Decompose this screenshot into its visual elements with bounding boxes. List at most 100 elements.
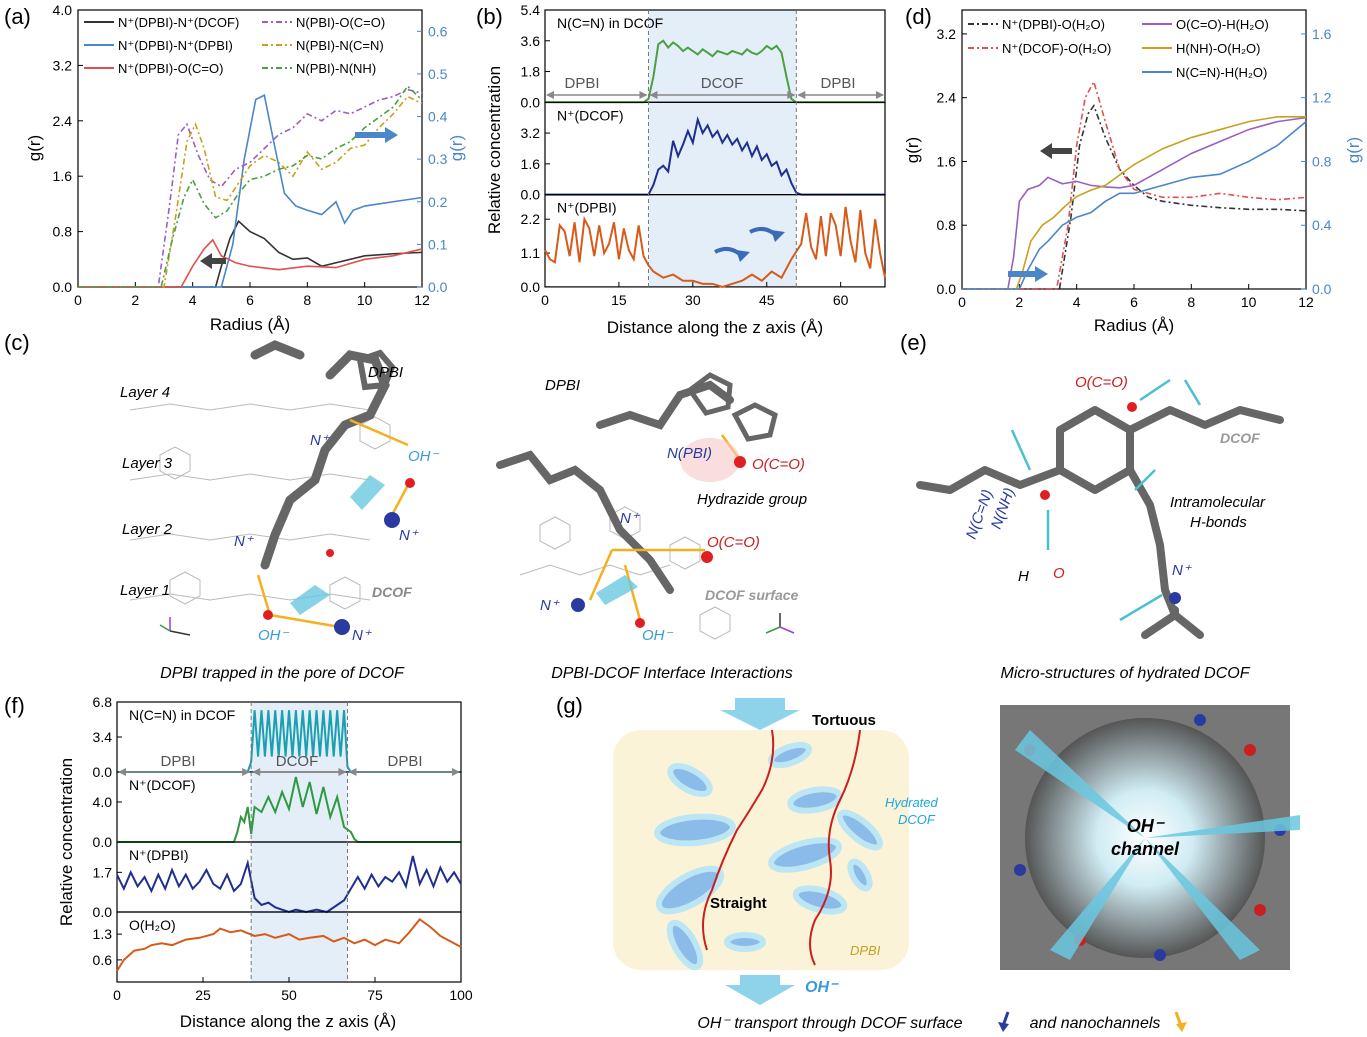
- label-npbi: N(PBI): [667, 445, 712, 462]
- ytick-left-label-d-0: 0.0: [937, 281, 957, 297]
- xtick-label-f-3: 75: [367, 987, 383, 1003]
- xtick-label-a-0: 0: [74, 292, 82, 308]
- xtick-label-d-3: 6: [1130, 294, 1138, 310]
- chart-d-xlabel: Radius (Å): [1094, 316, 1174, 335]
- molecular-illustration-e: O(C=O) DCOF N(C=N) N(NH) Intramolecular …: [916, 374, 1284, 682]
- nanochannel-arrow-icon: [1174, 1011, 1187, 1032]
- xtick-label-d-6: 12: [1298, 294, 1314, 310]
- oh-ball-2: [263, 610, 273, 620]
- g-caption: OH⁻ transport through DCOF surface: [697, 1015, 962, 1032]
- chart-a-ylabel-right: g(r): [447, 135, 466, 161]
- region-arrowhead-l-f-1: [252, 768, 261, 776]
- series-b-1: [545, 116, 885, 196]
- ytick-right-label-a-0: 0.0: [428, 279, 448, 295]
- flow-arrows-left: [290, 475, 385, 615]
- g-dpbi: DPBI: [850, 943, 881, 958]
- legend-d-0: N⁺(DPBI)-O(H₂O): [1002, 17, 1105, 32]
- chart-a-ylabel-left: g(r): [25, 135, 44, 161]
- ytick-left-label-d-3: 2.4: [937, 90, 957, 106]
- label-nplus-left-2: N⁺: [234, 533, 254, 550]
- g-hydrated: Hydrated: [885, 795, 939, 810]
- label-oh-right: OH⁻: [642, 627, 674, 644]
- panel-label-a: (a): [4, 4, 31, 29]
- dcof-layers-left: [129, 403, 391, 610]
- chart-a: 0 2 4 6 8 10 120.00.81.62.43.24.00.00.10.20.30…: [25, 2, 466, 334]
- legend-d-2: O(C=O)-H(H₂O): [1176, 17, 1269, 32]
- o-ball-right-1: [734, 456, 746, 468]
- transport-schematic-g: Tortuous Straight Hydrated DCOF DPBI OH⁻…: [613, 698, 1300, 1032]
- label-nplus-left-3: N⁺: [399, 527, 419, 544]
- arrow-left-indicator-d: [1040, 143, 1072, 159]
- xtick-label-a-3: 6: [246, 292, 254, 308]
- series-f-3: [116, 918, 462, 972]
- subplot-label-f-2: N⁺(DPBI): [129, 847, 189, 863]
- legend-d-3: H(NH)-O(H₂O): [1176, 41, 1260, 56]
- ytick-left-label-a-3: 2.4: [53, 113, 73, 129]
- label-dcof-left: DCOF: [372, 584, 412, 600]
- dpbi-matrix: [613, 730, 909, 970]
- legend-a-1: N⁺(DPBI)-N⁺(DPBI): [118, 38, 233, 53]
- label-hbonds-e: H-bonds: [1190, 514, 1247, 531]
- panel-label-g: (g): [556, 693, 583, 718]
- label-hydrazide: Hydrazide group: [697, 491, 807, 508]
- dcof-surface-right: [519, 506, 731, 640]
- ytick-right-label-d-3: 1.2: [1312, 90, 1332, 106]
- legend-a-0: N⁺(DPBI)-N⁺(DCOF): [118, 15, 239, 30]
- series-b-2: [544, 206, 886, 288]
- o-ball-right-2: [701, 551, 713, 563]
- region-arrowhead-l-b-2: [797, 91, 806, 99]
- channel-label-oh: OH⁻: [1127, 816, 1166, 836]
- layer-label-2: Layer 2: [122, 521, 173, 538]
- series-a-5: [78, 84, 423, 288]
- region-arrowhead-r-f-1: [338, 768, 347, 776]
- hbond-arrows-left: [256, 418, 410, 629]
- ytick-label-f-0-2: 6.8: [93, 694, 113, 710]
- chart-f-xlabel: Distance along the z axis (Å): [180, 1012, 396, 1031]
- region-b-2: DPBI: [820, 75, 855, 92]
- ytick-label-b-0-1: 1.8: [521, 64, 541, 80]
- subplot-label-f-1: N⁺(DCOF): [129, 777, 196, 793]
- ytick-right-label-a-5: 0.5: [428, 66, 448, 82]
- ytick-label-b-1-2: 3.2: [521, 125, 541, 141]
- ytick-right-label-a-1: 0.1: [428, 236, 448, 252]
- label-dcof-e: DCOF: [1220, 430, 1260, 446]
- panel-label-d: (d): [905, 4, 932, 29]
- ytick-label-b-1-0: 0.0: [521, 187, 541, 203]
- subplot-label-f-0: N(C=N) in DCOF: [129, 707, 235, 723]
- dpbi-chain-left: [250, 340, 396, 570]
- label-h-e: H: [1018, 568, 1029, 585]
- legend-a-5: N(PBI)-N(NH): [296, 61, 376, 76]
- region-arrowhead-r-f-2: [452, 768, 460, 776]
- ytick-label-b-2-1: 1.1: [521, 245, 541, 261]
- ytick-left-label-d-1: 0.8: [937, 217, 957, 233]
- ytick-label-b-2-0: 0.0: [521, 279, 541, 295]
- ytick-right-label-a-3: 0.3: [428, 151, 448, 167]
- xtick-label-b-3: 45: [759, 292, 775, 308]
- panel-label-e: (e): [900, 330, 927, 355]
- dpbi-chain-right: [496, 372, 778, 594]
- region-arrowhead-l-b-1: [649, 91, 658, 99]
- chart-b-regions: DPBI DCOF DPBI: [564, 75, 855, 92]
- surface-arrow-icon: [998, 1011, 1010, 1032]
- series-f-2: [116, 855, 462, 914]
- legend-d-4: N(C=N)-H(H₂O): [1176, 65, 1267, 80]
- g-hydrated-dcof: DCOF: [898, 812, 936, 827]
- region-b-1: DCOF: [701, 75, 744, 92]
- flow-arrow-right: [596, 575, 638, 605]
- label-nplus-left-1: N⁺: [310, 432, 330, 449]
- panel-label-b: (b): [476, 4, 503, 29]
- ytick-left-label-a-2: 1.6: [53, 168, 73, 184]
- subplot-label-f-3: O(H₂O): [129, 917, 176, 933]
- label-oh-left-1: OH⁻: [408, 448, 440, 465]
- chart-b-ylabel: Relative concentration: [485, 66, 504, 234]
- ytick-right-label-a-6: 0.6: [428, 23, 448, 39]
- label-oco-e: O(C=O): [1075, 374, 1128, 391]
- xtick-label-b-2: 30: [685, 292, 701, 308]
- chart-d-ylabel-right: g(r): [1344, 137, 1363, 163]
- c-left-caption: DPBI trapped in the pore of DCOF: [160, 665, 405, 682]
- layer-label-4: Layer 4: [120, 384, 170, 401]
- nplus-ball-right: [571, 598, 585, 612]
- panel-label-c: (c): [4, 330, 30, 355]
- xtick-label-f-4: 100: [449, 987, 473, 1003]
- nplus-ball-1: [384, 512, 400, 528]
